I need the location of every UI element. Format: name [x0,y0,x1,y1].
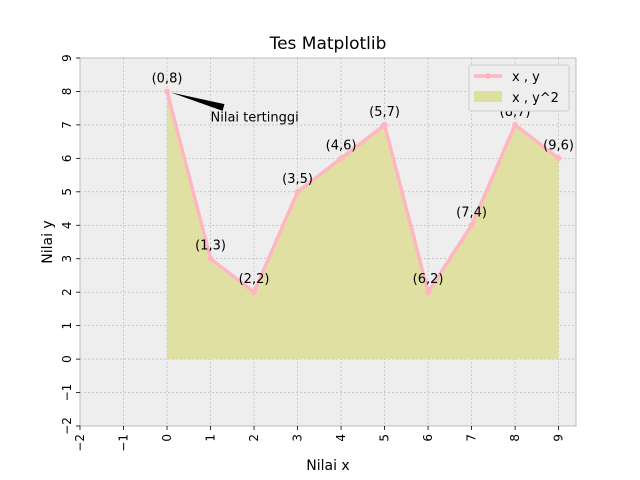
area-layer [167,91,559,360]
x-tick-label: 1 [204,434,218,442]
chart-title: Tes Matplotlib [269,34,387,54]
x-tick-label: 8 [508,434,522,442]
y-tick-label: 6 [60,155,74,163]
x-tick-label: 0 [160,434,174,442]
data-label: (9,6) [543,138,574,153]
y-axis-ticks: −2 −1 0 1 2 3 4 5 6 7 8 9 [60,54,80,435]
data-point [555,155,562,162]
y-tick-label: 7 [60,121,74,129]
data-point [164,88,171,95]
y-tick-label: 8 [60,88,74,96]
legend-area-swatch [474,91,502,102]
legend: x , y x , y^2 [468,64,570,112]
data-label: (0,8) [152,71,183,86]
x-axis-ticks: −2 −1 0 1 2 3 4 5 6 7 8 9 [73,426,566,452]
x-tick-label: −1 [117,434,131,452]
annotation-text: Nilai tertinggi [211,111,299,126]
x-tick-label: 3 [291,434,305,442]
x-tick-label: 6 [421,434,435,442]
line-layer [164,88,562,297]
y-tick-label: 0 [60,355,74,363]
x-tick-label: 4 [334,434,348,442]
data-label: (2,2) [239,272,270,287]
data-point [512,121,519,128]
y-tick-label: 9 [60,54,74,62]
data-label: (1,3) [195,239,226,254]
data-point [207,255,214,262]
data-point [338,155,345,162]
x-tick-label: −2 [73,434,87,452]
y-axis-label: Nilai y [40,220,56,263]
point-labels: (0,8) (1,3) (2,2) (3,5) (4,6) (5,7) (6,2) (7,4)… [152,71,574,287]
plot-frame [79,57,577,427]
data-label: (3,5) [282,172,313,187]
y-tick-label: 3 [60,255,74,263]
legend-line-marker [485,73,491,79]
y-tick-label: −1 [60,384,74,402]
y-tick-label: 2 [60,288,74,296]
data-label: (5,7) [369,105,400,120]
legend-label-area: x , y^2 [512,91,559,106]
data-label: (7,4) [456,205,487,220]
x-tick-label: 7 [465,434,479,442]
data-point [468,222,475,229]
x-tick-label: 9 [552,434,566,442]
area-series-x-y2 [167,91,559,360]
data-point [251,289,258,296]
legend-label-line: x , y [512,70,540,85]
annotation: Nilai tertinggi [171,92,299,126]
y-tick-label: −2 [60,417,74,435]
x-axis-label: Nilai x [306,458,349,474]
line-series-x-y [165,91,560,297]
data-label: (6,2) [413,272,444,287]
data-point [294,188,301,195]
y-tick-label: 4 [60,221,74,229]
data-point [381,121,388,128]
data-point [425,289,432,296]
x-tick-label: 5 [378,434,392,442]
y-tick-label: 1 [60,322,74,330]
y-tick-label: 5 [60,188,74,196]
annotation-arrow [171,92,225,111]
x-tick-label: 2 [247,434,261,442]
data-label: (4,6) [326,138,357,153]
